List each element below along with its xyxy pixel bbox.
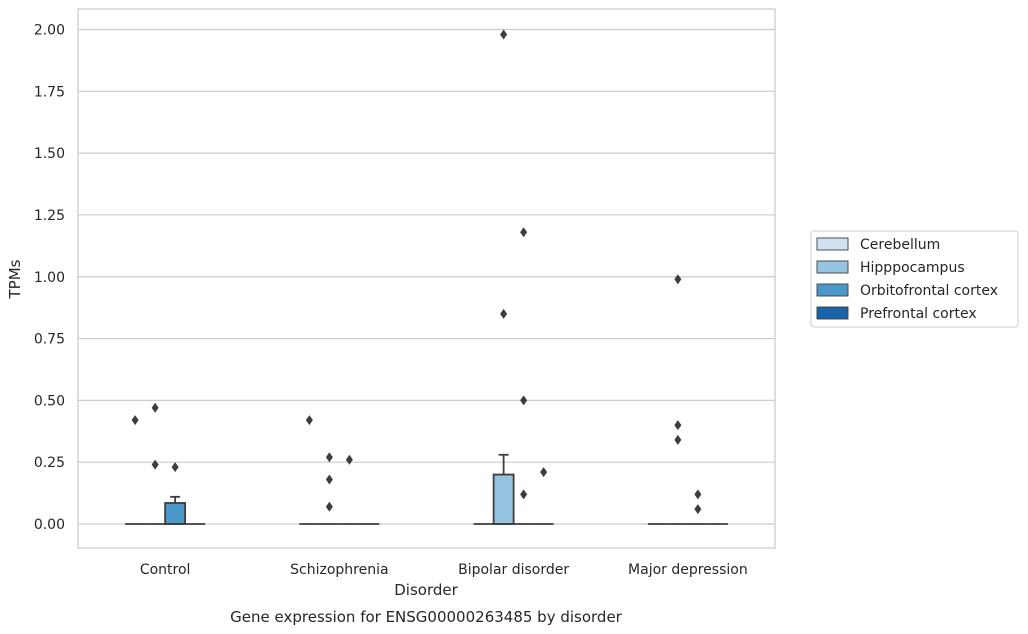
legend-swatch: [816, 260, 849, 274]
legend-label: Orbitofrontal cortex: [860, 283, 998, 299]
outlier-marker: [520, 395, 528, 406]
outlier-marker: [305, 415, 313, 426]
outlier-marker: [151, 459, 159, 470]
outlier-marker: [520, 489, 528, 500]
outlier-marker: [500, 308, 508, 319]
box-orbitofrontal-cortex: [164, 495, 187, 525]
y-tick-label: 1.25: [34, 208, 65, 224]
box-hipppocampus: [492, 453, 515, 525]
x-tick-label: Bipolar disorder: [458, 562, 569, 578]
y-axis-ticks: 0.00 0.25 0.50 0.75 1.00 1.25 1.50 1.75 2.00: [34, 23, 65, 534]
outlier-marker: [500, 29, 508, 40]
x-axis-label: Disorder: [394, 581, 458, 599]
outlier-marker: [540, 467, 548, 478]
y-tick-label: 2.00: [34, 23, 65, 39]
y-axis-label: TPMs: [6, 259, 24, 299]
outlier-marker: [674, 434, 682, 445]
outlier-marker: [325, 501, 333, 512]
x-tick-label: Control: [140, 562, 191, 578]
outlier-marker: [325, 452, 333, 463]
y-tick-label: 1.00: [34, 270, 65, 286]
outlier-marker: [694, 489, 702, 500]
outlier-points: [131, 29, 702, 515]
x-axis-ticks: Control Schizophrenia Bipolar disorder Majo…: [140, 562, 748, 578]
outlier-marker: [520, 227, 528, 238]
outlier-marker: [131, 415, 139, 426]
outlier-marker: [325, 474, 333, 485]
outlier-marker: [674, 420, 682, 431]
y-tick-label: 0.75: [34, 332, 65, 348]
legend-swatch: [816, 283, 849, 297]
y-tick-label: 0.00: [34, 517, 65, 533]
outlier-marker: [151, 402, 159, 413]
legend-label: Cerebellum: [860, 237, 940, 253]
outlier-marker: [674, 274, 682, 285]
legend-swatch: [816, 306, 849, 320]
x-tick-label: Major depression: [628, 562, 748, 578]
chart-caption: Gene expression for ENSG00000263485 by d…: [230, 608, 623, 626]
legend-swatch: [816, 237, 849, 251]
legend-label: Hipppocampus: [860, 260, 965, 276]
gridlines: [78, 28, 775, 525]
y-tick-label: 1.75: [34, 84, 65, 100]
box-body: [492, 473, 515, 525]
legend: Cerebellum Hipppocampus Orbitofrontal cort…: [810, 230, 1019, 328]
y-tick-label: 0.25: [34, 455, 65, 471]
legend-label: Prefrontal cortex: [860, 306, 977, 322]
outlier-marker: [171, 462, 179, 473]
plot-frame: [77, 8, 776, 549]
x-tick-label: Schizophrenia: [290, 562, 388, 578]
outlier-marker: [345, 454, 353, 465]
y-tick-label: 0.50: [34, 393, 65, 409]
legend-frame: [810, 230, 1019, 328]
outlier-marker: [694, 504, 702, 515]
box-series: [125, 453, 728, 525]
y-tick-label: 1.50: [34, 146, 65, 162]
box-body: [164, 502, 187, 525]
